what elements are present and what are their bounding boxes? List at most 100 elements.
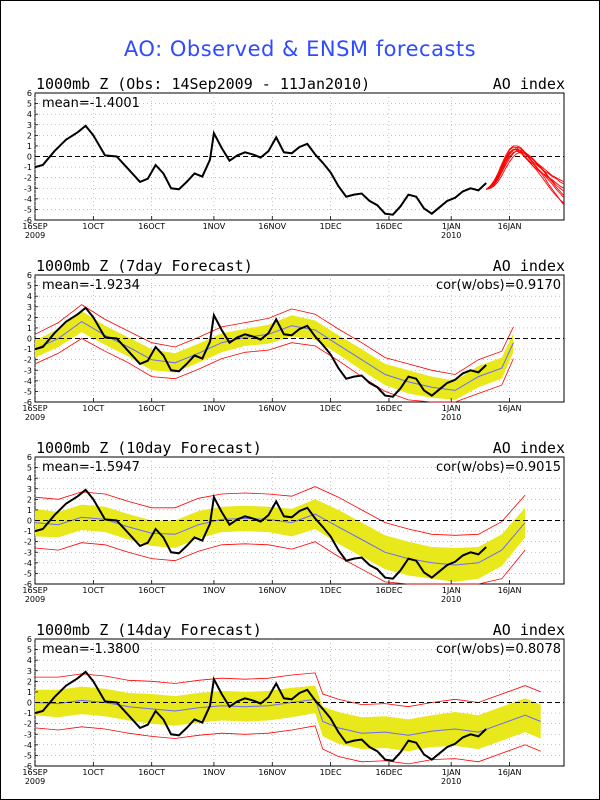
x-tick-year-label: 2010: [441, 595, 461, 604]
ensemble-lower-envelope: [34, 338, 514, 403]
x-tick-label: 16SEP: [22, 404, 47, 413]
x-tick-label: 1DEC: [320, 768, 342, 777]
x-tick-label: 16OCT: [138, 586, 165, 595]
x-tick-label: 1NOV: [203, 222, 226, 231]
y-tick-label: -5: [24, 205, 32, 214]
y-tick-label: -4: [24, 559, 32, 568]
x-tick-year-label: 2009: [25, 413, 45, 422]
y-tick-label: -3: [24, 730, 32, 739]
ensemble-mean-line: [34, 321, 514, 391]
y-tick-label: 5: [27, 282, 32, 291]
x-tick-label: 16NOV: [258, 586, 286, 595]
ensemble-spread-band: [35, 499, 526, 582]
panel-4-title: 1000mb Z (14day Forecast): [36, 621, 262, 639]
y-tick-label: 2: [27, 677, 32, 686]
x-tick-label: 16OCT: [138, 404, 165, 413]
forecast-member-5: [485, 150, 565, 204]
ensemble-upper-envelope: [34, 304, 514, 375]
y-tick-label: -3: [24, 184, 32, 193]
ensemble-upper-envelope: [35, 672, 541, 708]
panel-1-index-label: AO index: [492, 75, 565, 93]
y-tick-label: -1: [24, 345, 32, 354]
x-tick-label: 1NOV: [203, 768, 226, 777]
panel-2-title: 1000mb Z (7day Forecast): [36, 257, 253, 275]
ensemble-lower-envelope: [34, 541, 526, 585]
forecast-member-7: [486, 151, 565, 197]
y-tick-label: -6: [24, 580, 32, 589]
panel-2-index-label: AO index: [492, 257, 565, 275]
x-tick-label: 16NOV: [258, 768, 286, 777]
y-tick-label: 6: [27, 635, 32, 644]
x-tick-label: 16JAN: [498, 586, 522, 595]
ensemble-mean-line: [34, 698, 541, 736]
observed-ao-line: [34, 306, 487, 398]
y-tick-label: 5: [27, 464, 32, 473]
y-tick-label: 2: [27, 313, 32, 322]
x-tick-label: 1DEC: [320, 404, 342, 413]
x-tick-label: 16SEP: [22, 222, 47, 231]
x-tick-label: 16SEP: [22, 768, 47, 777]
x-tick-label: 1OCT: [82, 768, 104, 777]
y-tick-label: -2: [24, 174, 32, 183]
x-tick-label: 16JAN: [498, 222, 522, 231]
panel-3-index-label: AO index: [492, 439, 565, 457]
ensemble-mean-line: [34, 513, 526, 566]
ensemble-lower-envelope: [34, 725, 541, 765]
x-tick-label: 16DEC: [375, 586, 402, 595]
y-tick-label: -5: [24, 387, 32, 396]
y-tick-label: 0: [27, 335, 32, 344]
y-tick-label: -1: [24, 709, 32, 718]
mean-annotation: mean=-1.3800: [42, 642, 140, 657]
y-tick-label: 4: [27, 474, 32, 483]
y-tick-label: 4: [27, 292, 32, 301]
y-tick-label: -6: [24, 762, 32, 771]
mean-annotation: mean=-1.4001: [42, 96, 140, 111]
y-tick-label: -6: [24, 398, 32, 407]
observed-ao-line: [34, 670, 487, 762]
correlation-annotation: cor(w/obs)=0.8078: [436, 642, 561, 657]
observed-ao-line: [34, 488, 487, 580]
x-tick-label: 16NOV: [258, 222, 286, 231]
x-tick-label: 1NOV: [203, 404, 226, 413]
x-tick-label: 16OCT: [138, 768, 165, 777]
ensemble-upper-envelope: [34, 486, 526, 536]
x-tick-label: 1JAN: [442, 768, 461, 777]
y-tick-label: -5: [24, 569, 32, 578]
x-tick-label: 1DEC: [320, 222, 342, 231]
x-tick-label: 1JAN: [442, 404, 461, 413]
x-tick-label: 1OCT: [82, 586, 104, 595]
x-tick-year-label: 2009: [25, 595, 45, 604]
y-tick-label: 4: [27, 110, 32, 119]
y-tick-label: -1: [24, 527, 32, 536]
x-tick-label: 1NOV: [203, 586, 226, 595]
y-tick-label: -2: [24, 720, 32, 729]
y-tick-label: 5: [27, 100, 32, 109]
correlation-annotation: cor(w/obs)=0.9015: [436, 460, 561, 475]
forecast-member-6: [485, 145, 565, 190]
mean-annotation: mean=-1.5947: [42, 460, 140, 475]
y-tick-label: -4: [24, 377, 32, 386]
x-tick-label: 1JAN: [442, 222, 461, 231]
y-tick-label: -5: [24, 751, 32, 760]
correlation-annotation: cor(w/obs)=0.9170: [436, 278, 561, 293]
x-tick-label: 16DEC: [375, 222, 402, 231]
panel-1-title: 1000mb Z (Obs: 14Sep2009 - 11Jan2010): [36, 75, 371, 93]
x-tick-label: 16SEP: [22, 586, 47, 595]
y-tick-label: 1: [27, 324, 32, 333]
x-tick-year-label: 2010: [441, 231, 461, 240]
y-tick-label: 4: [27, 656, 32, 665]
x-tick-label: 16JAN: [498, 768, 522, 777]
y-tick-label: -2: [24, 356, 32, 365]
y-tick-label: 0: [27, 517, 32, 526]
y-tick-label: -4: [24, 195, 32, 204]
y-tick-label: 5: [27, 646, 32, 655]
forecast-member-8: [485, 148, 565, 190]
x-tick-year-label: 2010: [441, 413, 461, 422]
y-tick-label: 6: [27, 89, 32, 98]
y-tick-label: -3: [24, 366, 32, 375]
x-tick-year-label: 2009: [25, 231, 45, 240]
x-tick-year-label: 2010: [441, 777, 461, 786]
y-tick-label: 1: [27, 142, 32, 151]
